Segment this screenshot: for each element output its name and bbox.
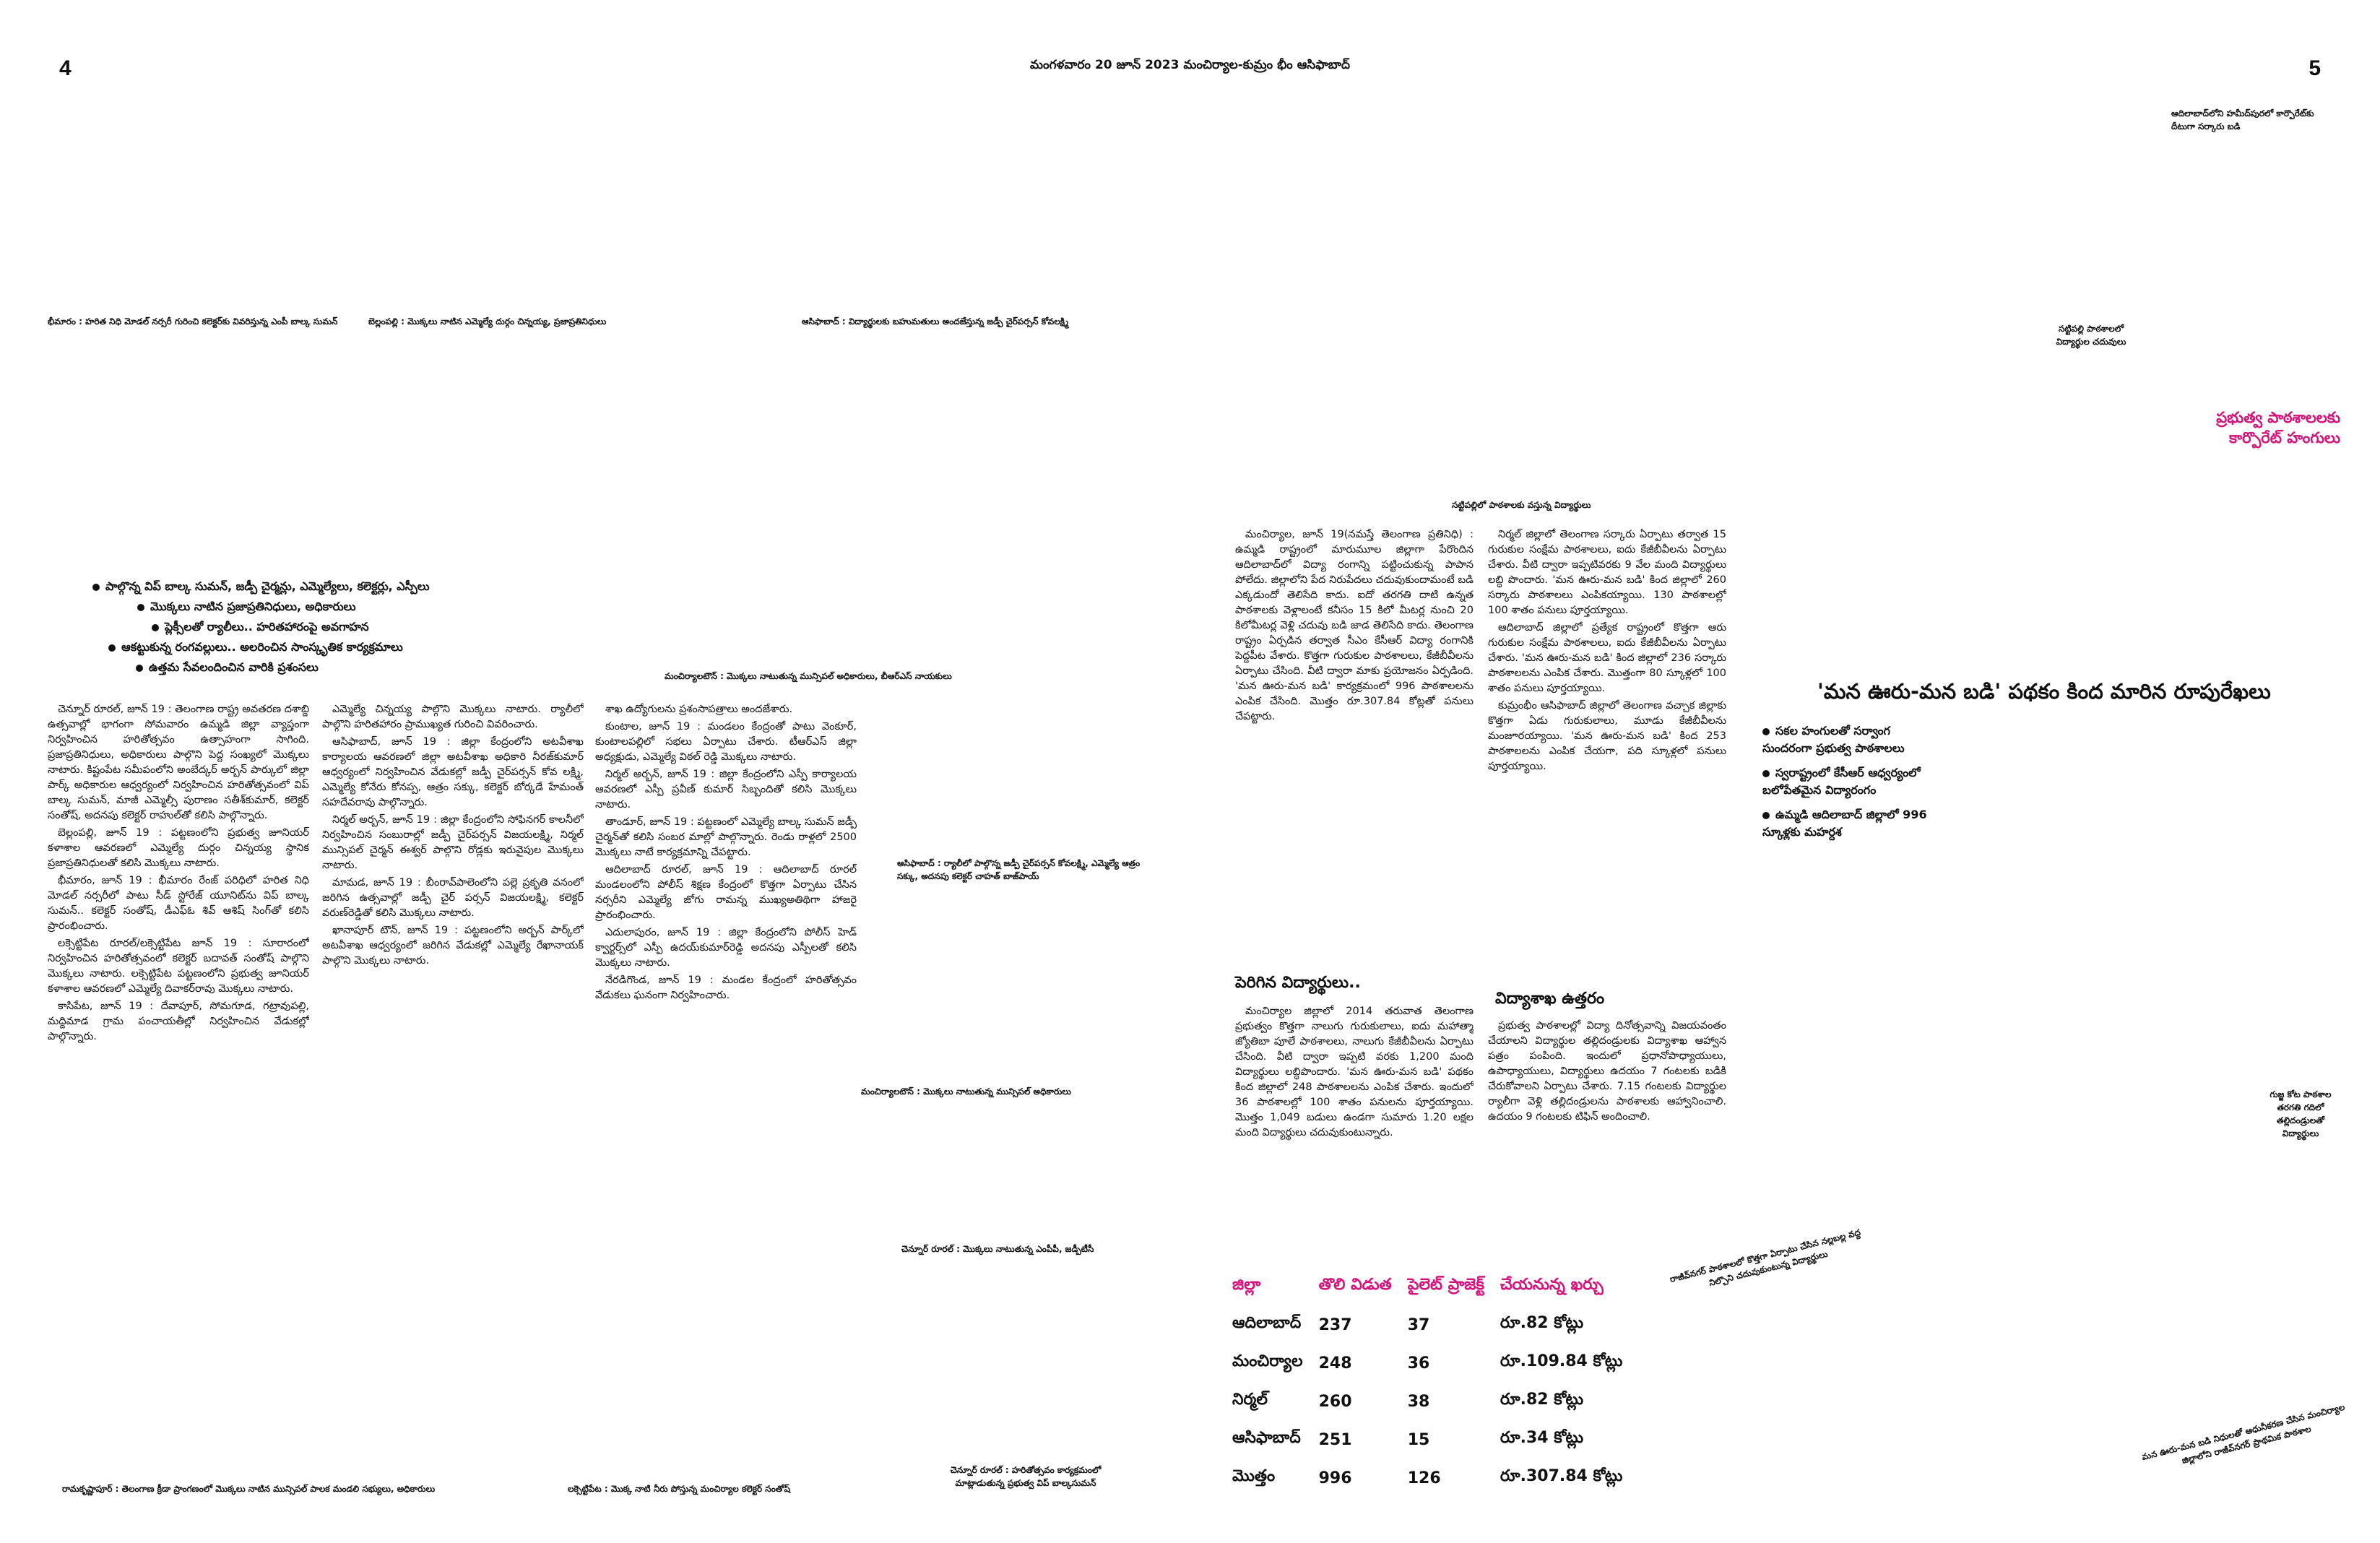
table-row: ఆసిఫాబాద్ 251 15 రూ.34 కోట్లు [1232,1422,1638,1461]
table-cell: మంచిర్యాల [1232,1352,1303,1370]
article-column-6: మంచిర్యాల జిల్లాలో 2014 తరువాత తెలంగాణ ప… [1235,1006,1474,1138]
table-header-cell: జిల్లా [1232,1276,1261,1294]
photo-caption-sattipalli: సట్టిపల్లి పాఠశాలలో విద్యార్థుల చదువులు [2056,324,2126,347]
bullet-icon [137,603,144,611]
photo-caption-asifabad: ఆసిఫాబాద్ : విద్యార్థులకు బహుమతులు అందజే… [802,316,1069,327]
photo-caption-gujja: గుజ్జ కోట పాఠశాల తరగతి గదిలో తల్లిదండ్రు… [2269,1089,2332,1138]
table-cell: నిర్మల్ [1232,1391,1268,1409]
page-number-right: 5 [2308,56,2321,80]
table-cell: రూ.34 కోట్లు [1500,1429,1584,1447]
bullet-item: సకల హంగులతో సర్వాంగ సుందరంగా ప్రభుత్వ పా… [1762,724,1905,755]
table-cell: 996 [1318,1469,1352,1487]
table-row: మంచిర్యాల 248 36 రూ.109.84 కోట్లు [1232,1346,1638,1384]
table-header-cell: చేయనున్న ఖర్చు [1500,1276,1604,1294]
bullet-item: పాల్గొన్న విప్ బాల్క సుమన్, జడ్పీ చైర్మన… [92,576,430,597]
table-header-cell: పైలెట్ ప్రాజెక్ట్ [1407,1276,1484,1294]
table-cell: 248 [1318,1354,1352,1373]
table-cell: రూ.109.84 కోట్లు [1500,1352,1623,1370]
table-cell: 36 [1407,1354,1430,1373]
table-cell: ఆసిఫాబాద్ [1232,1429,1301,1447]
table-cell: మొత్తం [1232,1467,1276,1485]
page-number-left: 4 [59,56,72,80]
table-cell: 260 [1318,1392,1352,1411]
bullet-item: ఉమ్మడి ఆదిలాబాద్ జిల్లాలో 996 స్కూళ్లకు … [1762,808,1927,839]
table-cell: ఆదిలాబాద్ [1232,1314,1302,1332]
photo-caption-asifabad-rally: ఆసిఫాబాద్ : ర్యాలీలో పాల్గొన్న జడ్పీ చైర… [897,858,1141,881]
main-headline: 'మన ఊరు-మన బడి' పథకం కింద మారిన రూపురేఖల… [1817,679,2271,704]
bullet-icon [1762,727,1770,735]
table-cell: 126 [1407,1469,1441,1487]
article-column-4: మంచిర్యాల, జూన్ 19(నమస్తే తెలంగాణ ప్రతిన… [1235,529,1474,722]
subheading-students: పెరిగిన విద్యార్థులు.. [1235,974,1361,992]
bullet-icon [136,664,143,672]
table-cell: 251 [1318,1430,1352,1449]
table-header-row: జిల్లా తొలి విడుత పైలెట్ ప్రాజెక్ట్ చేయన… [1232,1276,1638,1308]
photo-caption-adilabad: ఆదిలాబాద్‌లోని హమీద్‌పురలో కార్పొరేట్‌కు… [2171,108,2314,131]
district-funds-table: జిల్లా తొలి విడుత పైలెట్ ప్రాజెక్ట్ చేయన… [1232,1276,1638,1499]
table-cell: 37 [1407,1315,1430,1334]
photo-caption-mancherial-officials: మంచిర్యాలటౌన్ : మొక్కలు నాటుతున్న మున్సి… [665,671,952,681]
table-cell: 15 [1407,1430,1430,1449]
article-column-2: ఎమ్మెల్యే చిన్నయ్య పాల్గొని మొక్కలు నాటా… [322,704,584,967]
table-row: ఆదిలాబాద్ 237 37 రూ.82 కోట్లు [1232,1308,1638,1346]
table-cell: 237 [1318,1315,1352,1334]
table-cell: రూ.307.84 కోట్లు [1500,1467,1623,1485]
table-row: నిర్మల్ 260 38 రూ.82 కోట్లు [1232,1384,1638,1422]
subheading-education-letter: విద్యాశాఖ ఉత్తరం [1495,990,1605,1008]
bullet-item: మొక్కలు నాటిన ప్రజాప్రతినిధులు, అధికారుల… [137,597,430,617]
bullet-item: ఆకట్టుకున్న రంగవల్లులు.. అలరించిన సాంస్క… [108,637,430,657]
right-bullet-list: సకల హంగులతో సర్వాంగ సుందరంగా ప్రభుత్వ పా… [1762,722,1943,841]
table-row: మొత్తం 996 126 రూ.307.84 కోట్లు [1232,1461,1638,1499]
bullet-item: స్వరాష్ట్రంలో కేసీఆర్ ఆధ్వర్యంలో బలోపేతమ… [1762,766,1921,797]
table-cell: 38 [1407,1392,1430,1411]
photo-caption-bellampalli: బెల్లంపల్లి : మొక్కలు నాటిన ఎమ్మెల్యే దు… [368,316,607,327]
article-column-5: నిర్మల్ జిల్లాలో తెలంగాణ సర్కారు ఏర్పాటు… [1488,529,1726,772]
table-cell: రూ.82 కోట్లు [1500,1314,1584,1332]
bullet-icon [1762,769,1770,777]
photo-caption-luxettipet: లక్సెట్టిపేట : మొక్క నాటి నీరు పోస్తున్న… [568,1484,791,1494]
bullet-icon [1762,811,1770,819]
photo-caption-chennur: చెన్నూర్ రూరల్ : మొక్కలు నాటుతున్న ఎంపీప… [901,1244,1094,1254]
article-column-7: ప్రభుత్వ పాఠశాలల్లో విద్యా దినోత్సవాన్ని… [1488,1020,1726,1123]
photo-caption-ramakrishnapur: రామకృష్ణాపూర్ : తెలంగాణ క్రీడా ప్రాంగణంల… [62,1484,436,1494]
article-column-3: శాఖ ఉద్యోగులను ప్రశంసాపత్రాలు అందజేశారు.… [595,704,857,1001]
table-header-cell: తొలి విడుత [1318,1276,1392,1294]
bullet-item: ప్లెక్సీలతో ర్యాలీలు.. హరితహారంపై అవగాహన [152,617,430,637]
bullet-icon [92,583,100,591]
photo-caption-mancherial-town: మంచిర్యాలటౌన్ : మొక్కలు నాటుతున్న మున్సి… [861,1086,1071,1097]
left-bullet-list: పాల్గొన్న విప్ బాల్క సుమన్, జడ్పీ చైర్మన… [92,576,430,678]
photo-caption-bottom-right: మన ఊరు-మన బడి నిధులతో ఆధునీకరణ చేసిన మంచ… [2140,1401,2346,1466]
article-column-1: చెన్నూర్ రూరల్, జూన్ 19 : తెలంగాణ రాష్ట్… [48,704,309,1042]
table-cell: రూ.82 కోట్లు [1500,1391,1584,1409]
magenta-headline: ప్రభుత్వ పాఠశాలలకు కార్పొరేట్ హంగులు [2216,409,2340,446]
page-header: మంగళవారం 20 జూన్ 2023 మంచిర్యాల-కుమ్రం భ… [1030,58,1350,72]
photo-caption-chennur-rural: చెన్నూర్ రూరల్ : హరితోత్సవం కార్యక్రమంలో… [950,1465,1102,1488]
bullet-icon [152,623,159,631]
bullet-item: ఉత్తమ సేవలందించిన వారికి ప్రశంసలు [136,657,430,678]
photo-caption-bhimaram: భీమారం : హరిత నిధి మోడల్ నర్సరీ గురించి … [48,316,338,327]
photo-caption-sattipalli-head: సట్టిపల్లిలో పాఠశాలకు వస్తున్న విద్యార్థ… [1452,500,1591,510]
bullet-icon [108,644,116,652]
district-table: జిల్లా తొలి విడుత పైలెట్ ప్రాజెక్ట్ చేయన… [1232,1276,1638,1499]
